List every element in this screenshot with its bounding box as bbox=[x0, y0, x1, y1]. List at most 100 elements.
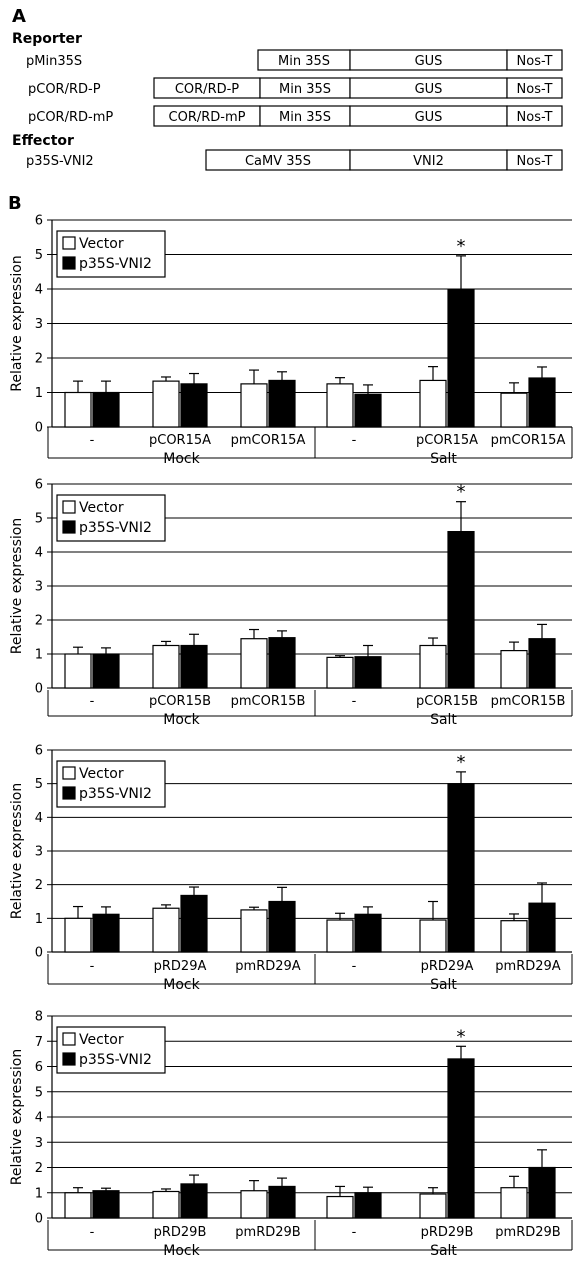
bar-vni2 bbox=[92, 1190, 120, 1219]
bar-vector bbox=[64, 1192, 92, 1219]
bar-vector bbox=[419, 379, 447, 428]
category-label: pmCOR15B bbox=[231, 694, 306, 709]
chart-0: 0 1 2 3 4 5 6 Relative expression * Vector p35S-VN… bbox=[9, 214, 573, 467]
construct-name: pMin35S bbox=[26, 54, 82, 69]
group-label: Mock bbox=[163, 1243, 200, 1259]
category-label: - bbox=[90, 694, 95, 709]
legend-label: Vector bbox=[79, 766, 124, 782]
bar-vni2 bbox=[92, 653, 120, 689]
bar-vector bbox=[326, 1195, 354, 1219]
construct-element-label: GUS bbox=[415, 82, 443, 97]
bar-vni2 bbox=[180, 1183, 208, 1219]
y-tick-label: 7 bbox=[35, 1035, 43, 1050]
group-label: Mock bbox=[163, 977, 200, 993]
bar-vector bbox=[240, 383, 268, 428]
category-label: - bbox=[90, 433, 95, 448]
category-label: pRD29B bbox=[154, 1225, 207, 1240]
legend-label: p35S-VNI2 bbox=[79, 520, 152, 536]
legend-swatch-vni2 bbox=[62, 256, 76, 270]
category-label: pmCOR15B bbox=[491, 694, 566, 709]
y-tick-label: 1 bbox=[35, 912, 43, 927]
y-tick-label: 5 bbox=[35, 248, 43, 263]
category-label: pmRD29A bbox=[495, 959, 561, 974]
bar-vector bbox=[326, 383, 354, 428]
bar-vni2 bbox=[528, 377, 556, 428]
bar-vni2 bbox=[354, 913, 382, 953]
category-label: - bbox=[352, 433, 357, 448]
y-tick-label: 8 bbox=[35, 1010, 43, 1025]
bar-vector bbox=[326, 919, 354, 953]
category-label: pmRD29B bbox=[495, 1225, 560, 1240]
category-label: pCOR15B bbox=[149, 694, 211, 709]
panel-b-label: B bbox=[8, 193, 22, 214]
construct-0: pMin35S Min 35S GUS Nos-T bbox=[26, 49, 563, 71]
bar-vector bbox=[500, 649, 528, 689]
bar-vni2 bbox=[447, 530, 475, 689]
bar-vni2 bbox=[180, 894, 208, 953]
construct-element-label: GUS bbox=[415, 54, 443, 69]
construct-diagram: A Reporter Effector pMin35S Min 35S GUS Nos… bbox=[12, 6, 563, 171]
construct-element-box bbox=[506, 77, 563, 99]
reporter-heading: Reporter bbox=[12, 31, 82, 47]
bar-vector bbox=[64, 391, 92, 428]
category-label: - bbox=[90, 959, 95, 974]
legend-swatch-vni2 bbox=[62, 520, 76, 534]
group-label: Salt bbox=[430, 451, 457, 467]
construct-element-box bbox=[506, 105, 563, 127]
group-label: Mock bbox=[163, 712, 200, 728]
construct-2: pCOR/RD-mP COR/RD-mP Min 35S GUS Nos-T bbox=[28, 105, 563, 127]
y-tick-label: 4 bbox=[35, 283, 43, 298]
significance-asterisk: * bbox=[457, 752, 466, 773]
bar-vector bbox=[152, 907, 180, 953]
y-tick-label: 2 bbox=[35, 614, 43, 629]
construct-element-label: COR/RD-P bbox=[175, 82, 239, 97]
bar-vni2 bbox=[92, 391, 120, 428]
y-tick-label: 6 bbox=[35, 478, 43, 493]
bar-vni2 bbox=[354, 1192, 382, 1219]
construct-element-label: COR/RD-mP bbox=[169, 110, 246, 125]
bar-vector bbox=[419, 644, 447, 689]
construct-name: p35S-VNI2 bbox=[26, 154, 94, 169]
y-tick-label: 3 bbox=[35, 580, 43, 595]
group-label: Salt bbox=[430, 712, 457, 728]
construct-element-box bbox=[506, 149, 563, 171]
legend-label: Vector bbox=[79, 1032, 124, 1048]
category-label: pmCOR15A bbox=[491, 433, 566, 448]
bar-vni2 bbox=[447, 783, 475, 953]
group-label: Salt bbox=[430, 977, 457, 993]
legend-swatch-vector bbox=[62, 236, 76, 250]
legend: Vector p35S-VNI2 bbox=[56, 1026, 166, 1074]
construct-element-box bbox=[506, 49, 563, 71]
y-tick-label: 1 bbox=[35, 386, 43, 401]
significance-asterisk: * bbox=[457, 482, 466, 503]
bar-vector bbox=[500, 920, 528, 953]
bar-vni2 bbox=[447, 289, 475, 428]
y-tick-label: 6 bbox=[35, 744, 43, 759]
y-tick-label: 3 bbox=[35, 845, 43, 860]
construct-element-label: Nos-T bbox=[517, 154, 553, 169]
y-tick-label: 0 bbox=[35, 1212, 43, 1227]
y-tick-label: 5 bbox=[35, 512, 43, 527]
construct-element-label: GUS bbox=[415, 110, 443, 125]
bar-vni2 bbox=[528, 1166, 556, 1219]
bar-vni2 bbox=[354, 393, 382, 428]
legend-label: Vector bbox=[79, 500, 124, 516]
y-tick-label: 0 bbox=[35, 946, 43, 961]
bar-vector bbox=[64, 917, 92, 953]
category-label: pRD29A bbox=[154, 959, 207, 974]
significance-asterisk: * bbox=[457, 236, 466, 257]
construct-element-label: Nos-T bbox=[517, 54, 553, 69]
bar-vector bbox=[500, 1187, 528, 1219]
construct-1: pCOR/RD-P COR/RD-P Min 35S GUS Nos-T bbox=[28, 77, 563, 99]
panel-a-label: A bbox=[12, 6, 26, 27]
bar-vector bbox=[152, 644, 180, 689]
y-tick-label: 0 bbox=[35, 682, 43, 697]
y-tick-label: 6 bbox=[35, 1060, 43, 1075]
bar-vector bbox=[240, 638, 268, 689]
category-label: pCOR15A bbox=[149, 433, 211, 448]
bar-vector bbox=[419, 919, 447, 953]
y-tick-label: 3 bbox=[35, 1136, 43, 1151]
y-tick-label: 0 bbox=[35, 421, 43, 436]
legend-label: p35S-VNI2 bbox=[79, 256, 152, 272]
